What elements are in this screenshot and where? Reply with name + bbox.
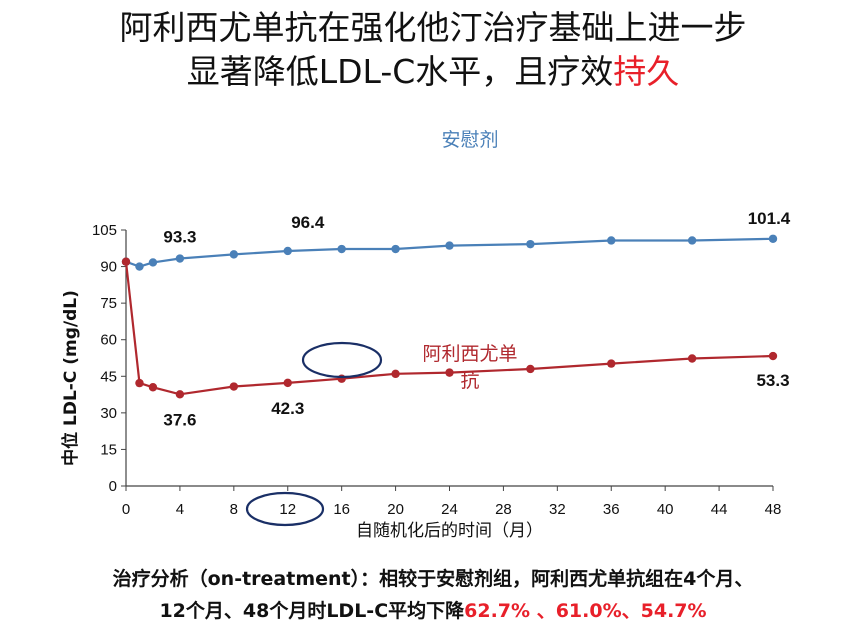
data-label: 42.3 bbox=[271, 399, 304, 418]
x-tick-label: 20 bbox=[387, 501, 404, 518]
y-tick-label: 90 bbox=[100, 259, 117, 276]
data-point bbox=[337, 374, 346, 383]
chart-title-line2: 显著降低LDL-C水平，且疗效持久 bbox=[0, 52, 866, 92]
data-point bbox=[607, 236, 616, 245]
data-point bbox=[337, 244, 346, 254]
data-point bbox=[135, 378, 144, 388]
title-highlight-durable: 持久 bbox=[613, 52, 680, 91]
data-point bbox=[526, 364, 535, 374]
data-point bbox=[229, 250, 239, 259]
reduction-pct-12m: 61.0% bbox=[555, 600, 622, 622]
footnote-line2-prefix: 12个月、48个月时LDL-C平均下降 bbox=[159, 600, 465, 622]
data-label: 101.4 bbox=[748, 209, 791, 228]
y-tick-label: 0 bbox=[109, 478, 117, 495]
footnote-separator: 、 bbox=[621, 600, 641, 622]
data-point bbox=[687, 236, 697, 245]
series-label-placebo: 安慰剂 bbox=[441, 129, 498, 151]
data-label: 93.3 bbox=[163, 228, 196, 247]
data-point bbox=[135, 262, 144, 271]
data-point bbox=[148, 258, 158, 267]
footnote-line1: 治疗分析（on-treatment）：相较于安慰剂组，阿利西尤单抗组在4个月、 bbox=[112, 568, 754, 590]
data-label: 37.6 bbox=[163, 410, 196, 429]
x-tick-label: 4 bbox=[176, 501, 184, 518]
highlight-ellipse-curve bbox=[301, 341, 383, 379]
data-point bbox=[148, 383, 158, 392]
data-point bbox=[229, 382, 239, 391]
x-tick-label: 32 bbox=[549, 501, 566, 518]
x-tick-label: 24 bbox=[441, 501, 458, 518]
series-label-alirocumab: 阿利西尤单 bbox=[422, 343, 517, 365]
data-point bbox=[175, 390, 185, 399]
reduction-pct-48m: 54.7% bbox=[640, 600, 707, 622]
series-label-alirocumab-cont: 抗 bbox=[460, 370, 479, 392]
data-point bbox=[391, 369, 400, 379]
y-tick-label: 105 bbox=[92, 222, 117, 239]
y-tick-label: 60 bbox=[100, 332, 117, 349]
x-tick-label: 12 bbox=[279, 501, 296, 518]
reduction-pct-4m: 62.7% bbox=[464, 600, 531, 622]
title-line2-prefix: 显著降低LDL-C水平，且疗效 bbox=[186, 52, 614, 91]
data-point bbox=[121, 257, 131, 266]
data-label: 96.4 bbox=[291, 213, 325, 232]
data-point bbox=[445, 241, 454, 250]
x-tick-label: 0 bbox=[122, 501, 130, 518]
footnote-separator: 、 bbox=[530, 600, 556, 622]
y-tick-label: 75 bbox=[100, 295, 117, 312]
data-point bbox=[687, 354, 697, 363]
x-tick-label: 8 bbox=[230, 501, 238, 518]
highlight-ellipse-12-month bbox=[245, 491, 325, 527]
x-tick-label: 40 bbox=[657, 501, 674, 518]
y-tick-label: 45 bbox=[100, 368, 117, 385]
x-tick-label: 28 bbox=[495, 501, 512, 518]
data-point bbox=[175, 254, 185, 263]
data-point bbox=[283, 246, 292, 256]
x-tick-label: 36 bbox=[603, 501, 620, 518]
x-tick-label: 44 bbox=[711, 501, 728, 518]
data-point bbox=[768, 234, 778, 243]
data-point bbox=[391, 244, 400, 254]
data-point bbox=[768, 351, 778, 361]
y-tick-label: 30 bbox=[100, 405, 117, 422]
data-point bbox=[445, 368, 454, 377]
x-tick-label: 16 bbox=[333, 501, 350, 518]
data-point bbox=[283, 378, 292, 388]
y-axis-title: 中位 LDL-C (mg/dL) bbox=[60, 290, 81, 466]
chart-title-line1: 阿利西尤单抗在强化他汀治疗基础上进一步 bbox=[119, 8, 747, 47]
x-axis-title: 自随机化后的时间（月） bbox=[356, 521, 543, 541]
footnote-line2: 12个月、48个月时LDL-C平均下降62.7% 、61.0%、54.7% bbox=[0, 598, 866, 624]
y-tick-label: 15 bbox=[100, 441, 117, 458]
data-point bbox=[526, 239, 535, 249]
x-tick-label: 48 bbox=[765, 501, 782, 518]
data-label: 53.3 bbox=[756, 371, 789, 390]
data-point bbox=[607, 359, 616, 368]
